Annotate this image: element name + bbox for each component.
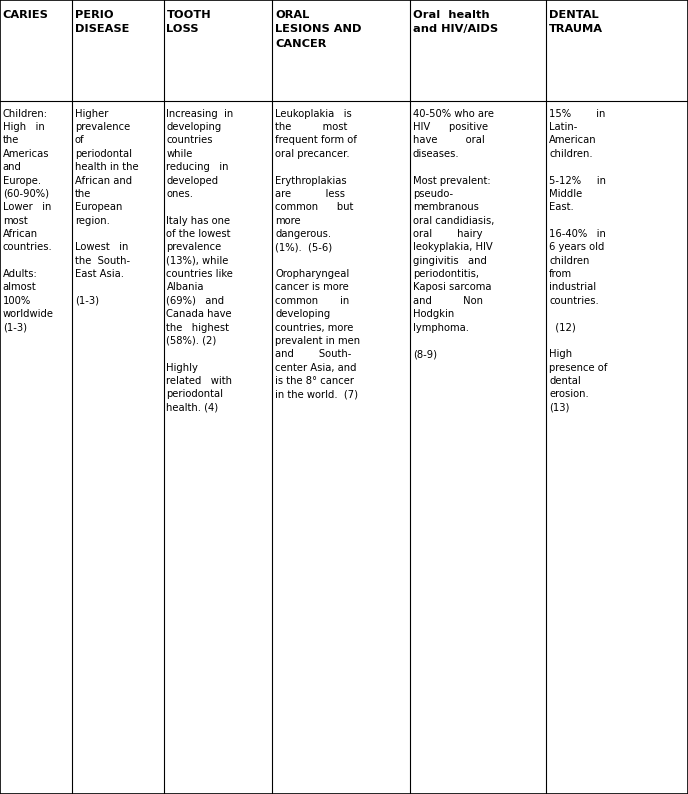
Text: Higher
prevalence
of
periodontal
health in the
African and
the
European
region.
: Higher prevalence of periodontal health … — [75, 109, 138, 306]
Text: CARIES: CARIES — [3, 10, 49, 20]
Text: ORAL
LESIONS AND
CANCER: ORAL LESIONS AND CANCER — [275, 10, 362, 49]
Text: Leukoplakia   is
the          most
frequent form of
oral precancer.

Erythroplak: Leukoplakia is the most frequent form of… — [275, 109, 361, 399]
Text: Increasing  in
developing
countries
while
reducing   in
developed
ones.

Italy h: Increasing in developing countries while… — [166, 109, 234, 413]
Text: Oral  health
and HIV/AIDS: Oral health and HIV/AIDS — [413, 10, 498, 34]
Text: Children:
High   in
the
Americas
and
Europe.
(60-90%)
Lower   in
most
African
co: Children: High in the Americas and Europ… — [3, 109, 54, 333]
Text: TOOTH
LOSS: TOOTH LOSS — [166, 10, 211, 34]
Text: DENTAL
TRAUMA: DENTAL TRAUMA — [549, 10, 603, 34]
Text: PERIO
DISEASE: PERIO DISEASE — [75, 10, 129, 34]
Text: 40-50% who are
HIV      positive
have         oral
diseases.

Most prevalent:
ps: 40-50% who are HIV positive have oral di… — [413, 109, 494, 359]
Text: 15%        in
Latin-
American
children.

5-12%     in
Middle
East.

16-40%   in
: 15% in Latin- American children. 5-12% i… — [549, 109, 608, 413]
